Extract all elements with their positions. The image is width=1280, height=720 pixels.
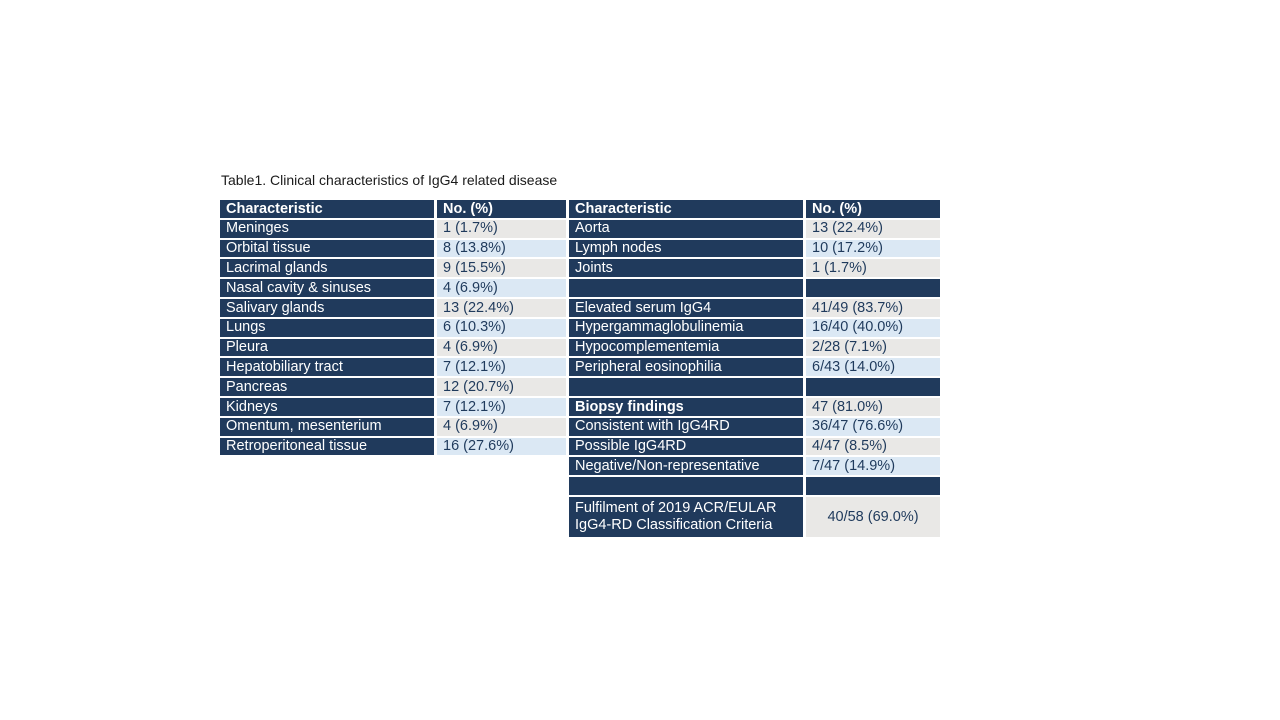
spacer-cell — [806, 378, 940, 396]
row-value: 2/28 (7.1%) — [806, 338, 940, 357]
spacer-cell — [806, 477, 940, 495]
table-row: Peripheral eosinophilia 6/43 (14.0%) — [569, 358, 940, 378]
table-row: Aorta 13 (22.4%) — [569, 219, 940, 240]
table-row: Orbital tissue 8 (13.8%) — [220, 239, 566, 260]
row-label: Consistent with IgG4RD — [569, 417, 803, 436]
table-row: Consistent with IgG4RD 36/47 (76.6%) — [569, 417, 940, 438]
clinical-table-left: Characteristic No. (%) Meninges 1 (1.7%)… — [220, 200, 566, 457]
row-value: 4 (6.9%) — [437, 417, 566, 436]
header-characteristic: Characteristic — [220, 200, 434, 218]
table-row: Hypocomplementemia 2/28 (7.1%) — [569, 338, 940, 359]
spacer-cell — [569, 477, 803, 495]
spacer-row — [569, 378, 940, 398]
table-row: Kidneys 7 (12.1%) — [220, 397, 566, 418]
row-value: 47 (81.0%) — [806, 397, 940, 416]
spacer-cell — [569, 279, 803, 297]
row-label: Biopsy findings — [569, 397, 803, 416]
row-label: Lungs — [220, 318, 434, 337]
table-row: Hepatobiliary tract 7 (12.1%) — [220, 358, 566, 378]
table-row: Lungs 6 (10.3%) — [220, 318, 566, 339]
row-value: 1 (1.7%) — [806, 259, 940, 278]
row-value: 9 (15.5%) — [437, 259, 566, 278]
row-label: Meninges — [220, 219, 434, 238]
spacer-row — [569, 477, 940, 497]
row-value: 41/49 (83.7%) — [806, 298, 940, 317]
header-characteristic: Characteristic — [569, 200, 803, 218]
row-value: 4 (6.9%) — [437, 338, 566, 357]
table-row: Nasal cavity & sinuses 4 (6.9%) — [220, 279, 566, 299]
table-row: Biopsy findings 47 (81.0%) — [569, 397, 940, 418]
row-label: Peripheral eosinophilia — [569, 358, 803, 377]
row-label: Pleura — [220, 338, 434, 357]
header-row: Characteristic No. (%) — [569, 200, 940, 220]
row-value: 4 (6.9%) — [437, 279, 566, 297]
row-value: 12 (20.7%) — [437, 378, 566, 396]
header-row: Characteristic No. (%) — [220, 200, 566, 220]
row-label: Nasal cavity & sinuses — [220, 279, 434, 297]
row-value: 7/47 (14.9%) — [806, 457, 940, 476]
row-label: Negative/Non-representative — [569, 457, 803, 476]
table-row: Omentum, mesenterium 4 (6.9%) — [220, 417, 566, 438]
table-row: Pancreas 12 (20.7%) — [220, 378, 566, 398]
header-value: No. (%) — [437, 200, 566, 218]
clinical-table-right: Characteristic No. (%) Aorta 13 (22.4%) … — [569, 200, 940, 537]
table-title: Table1. Clinical characteristics of IgG4… — [221, 172, 558, 188]
header-value: No. (%) — [806, 200, 940, 218]
row-label: Retroperitoneal tissue — [220, 437, 434, 456]
row-label: Possible IgG4RD — [569, 437, 803, 456]
table-row: Elevated serum IgG4 41/49 (83.7%) — [569, 298, 940, 319]
spacer-cell — [806, 279, 940, 297]
row-value: 6 (10.3%) — [437, 318, 566, 337]
row-label: Omentum, mesenterium — [220, 417, 434, 436]
table-row: Possible IgG4RD 4/47 (8.5%) — [569, 437, 940, 458]
row-value: 7 (12.1%) — [437, 358, 566, 377]
row-value: 6/43 (14.0%) — [806, 358, 940, 377]
table-row: Pleura 4 (6.9%) — [220, 338, 566, 359]
row-label: Pancreas — [220, 378, 434, 396]
table-row: Lacrimal glands 9 (15.5%) — [220, 259, 566, 279]
row-label: Salivary glands — [220, 298, 434, 317]
row-value: 13 (22.4%) — [806, 219, 940, 238]
row-label: Lymph nodes — [569, 239, 803, 258]
row-label: Hepatobiliary tract — [220, 358, 434, 377]
row-value: 7 (12.1%) — [437, 397, 566, 416]
row-label: Aorta — [569, 219, 803, 238]
table-row: Lymph nodes 10 (17.2%) — [569, 239, 940, 260]
row-label: Fulfilment of 2019 ACR/EULAR IgG4-RD Cla… — [569, 496, 803, 537]
table-row: Negative/Non-representative 7/47 (14.9%) — [569, 457, 940, 477]
row-value: 16/40 (40.0%) — [806, 318, 940, 337]
row-label: Hypocomplementemia — [569, 338, 803, 357]
spacer-cell — [569, 378, 803, 396]
table-row: Salivary glands 13 (22.4%) — [220, 298, 566, 319]
row-label: Lacrimal glands — [220, 259, 434, 278]
row-value: 13 (22.4%) — [437, 298, 566, 317]
row-label: Orbital tissue — [220, 239, 434, 258]
table-row: Joints 1 (1.7%) — [569, 259, 940, 279]
row-label: Joints — [569, 259, 803, 278]
row-value: 8 (13.8%) — [437, 239, 566, 258]
row-value: 16 (27.6%) — [437, 437, 566, 456]
row-value: 40/58 (69.0%) — [806, 496, 940, 537]
row-label: Kidneys — [220, 397, 434, 416]
row-value: 36/47 (76.6%) — [806, 417, 940, 436]
table-row: Meninges 1 (1.7%) — [220, 219, 566, 240]
row-label: Hypergammaglobulinemia — [569, 318, 803, 337]
row-value: 10 (17.2%) — [806, 239, 940, 258]
table-row: Retroperitoneal tissue 16 (27.6%) — [220, 437, 566, 458]
row-value: 1 (1.7%) — [437, 219, 566, 238]
spacer-row — [569, 279, 940, 299]
table-row: Fulfilment of 2019 ACR/EULAR IgG4-RD Cla… — [569, 496, 940, 537]
table-row: Hypergammaglobulinemia 16/40 (40.0%) — [569, 318, 940, 339]
row-value: 4/47 (8.5%) — [806, 437, 940, 456]
row-label: Elevated serum IgG4 — [569, 298, 803, 317]
